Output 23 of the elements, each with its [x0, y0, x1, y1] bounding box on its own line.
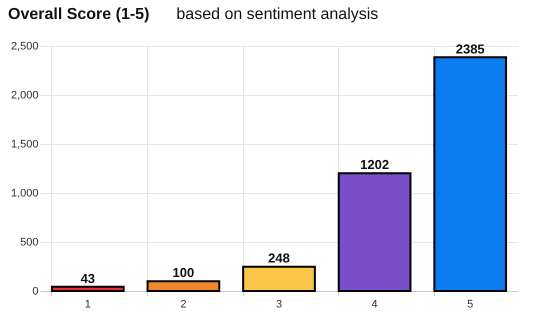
y-tick-label: 1,500	[10, 138, 38, 150]
data-label: 248	[268, 250, 290, 266]
y-tick-label: 0	[32, 286, 38, 298]
y-tick-label: 1,000	[10, 188, 38, 200]
chart-subtitle: based on sentiment analysis	[176, 6, 378, 23]
x-tick-label: 1	[84, 298, 91, 310]
data-label: 43	[80, 270, 96, 286]
x-tick-label: 4	[372, 298, 378, 310]
x-tick-label: 5	[467, 298, 474, 310]
chart-title: Overall Score (1-5)	[8, 6, 150, 23]
data-label: 2385	[456, 41, 485, 56]
bar	[146, 280, 220, 292]
data-label: 1202	[360, 157, 390, 172]
y-tick-label: 2,500	[10, 40, 38, 52]
y-tick-label: 500	[20, 236, 38, 248]
bar	[433, 56, 508, 292]
x-tick-label: 2	[180, 298, 186, 310]
bar	[338, 172, 412, 292]
y-tick-label: 2,000	[10, 90, 38, 102]
bar	[242, 266, 316, 292]
bar	[50, 286, 125, 292]
x-tick-label: 3	[276, 298, 282, 310]
data-label: 100	[172, 265, 194, 280]
